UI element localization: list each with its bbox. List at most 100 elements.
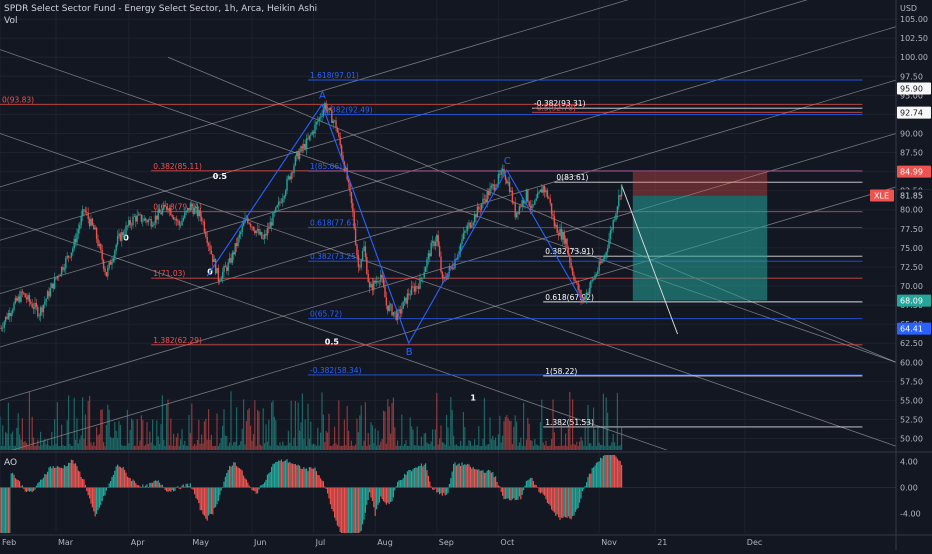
candle-body: [209, 245, 211, 251]
candle-body: [291, 172, 294, 174]
candle-body: [269, 222, 271, 229]
volume-bar: [476, 445, 478, 450]
ao-bar: [276, 461, 278, 488]
volume-bar: [303, 438, 305, 450]
candle-body: [437, 235, 439, 247]
ao-bar: [608, 455, 610, 488]
ao-bar: [58, 466, 60, 488]
volume-bar: [404, 444, 406, 450]
volume-bar: [422, 445, 424, 450]
candle-body: [191, 203, 193, 208]
ao-bar: [496, 481, 498, 488]
volume-bar: [125, 445, 127, 450]
ao-bar: [300, 468, 302, 488]
ao-bar: [230, 466, 232, 488]
ao-bar: [615, 456, 617, 488]
ao-bar: [570, 487, 572, 520]
volume-bar: [555, 445, 557, 450]
ao-bar: [488, 469, 490, 488]
ao-bar: [231, 465, 233, 488]
ao-bar: [33, 487, 35, 491]
candle-body: [46, 291, 49, 299]
volume-bar: [252, 434, 254, 450]
volume-bar: [223, 409, 225, 450]
volume-bar: [451, 409, 453, 450]
volume-bar: [441, 442, 443, 450]
ao-bar: [37, 483, 39, 488]
volume-bar: [542, 442, 544, 450]
ao-bar: [257, 487, 259, 494]
candle-body: [574, 280, 577, 282]
channel-label: 0: [123, 233, 129, 242]
volume-bar: [411, 426, 413, 450]
volume-bar: [7, 402, 9, 450]
volume-bar: [611, 442, 613, 450]
volume-bar: [607, 412, 609, 450]
candle-body: [0, 328, 3, 329]
volume-bar: [572, 399, 574, 450]
volume-bar: [500, 442, 502, 450]
ao-bar: [254, 487, 256, 492]
volume-bar: [122, 446, 124, 450]
ao-bar: [356, 487, 358, 533]
ao-bar: [492, 472, 494, 488]
channel-line: [0, 133, 896, 401]
candle-body: [121, 232, 123, 241]
ao-bar: [346, 487, 348, 533]
ao-bar: [464, 464, 466, 488]
ao-tick-label: 0.00: [900, 484, 918, 493]
volume-bar: [117, 437, 119, 450]
volume-bar: [458, 445, 460, 450]
ao-bar: [0, 487, 1, 533]
volume-bar: [406, 445, 408, 450]
fib-label: 0.382(73.25): [310, 252, 359, 261]
ao-bar: [521, 487, 523, 495]
ao-bar: [77, 470, 79, 488]
ao-bar: [304, 468, 306, 488]
volume-bar: [524, 445, 526, 450]
volume-bar: [383, 410, 385, 450]
volume-bar: [16, 427, 18, 450]
volume-bar: [549, 445, 551, 450]
candle-body: [508, 181, 511, 192]
candle-body: [329, 107, 332, 111]
candle-body: [156, 215, 158, 220]
candle-body: [272, 212, 274, 226]
candle-body: [165, 206, 168, 210]
volume-bar: [528, 423, 530, 450]
ao-bar: [604, 455, 606, 488]
volume-bar: [215, 445, 217, 450]
candle-body: [158, 209, 161, 213]
volume-bar: [89, 395, 91, 450]
volume-bar: [68, 395, 70, 450]
ao-bar: [549, 487, 551, 506]
ao-bar: [258, 487, 260, 490]
ao-bar: [240, 469, 242, 488]
candle-body: [375, 281, 378, 283]
volume-bar: [357, 432, 359, 450]
candle-body: [104, 268, 106, 272]
candle-body: [466, 225, 469, 231]
volume-bar: [371, 425, 373, 450]
candle-body: [63, 268, 66, 270]
ao-bar: [34, 487, 36, 490]
volume-bar: [434, 429, 436, 450]
candle-body: [585, 292, 588, 300]
candle-body: [80, 216, 82, 225]
ao-bar: [124, 469, 126, 488]
volume-bar: [104, 445, 106, 450]
volume-bar: [355, 444, 357, 450]
volume-bar: [14, 445, 16, 450]
candle-body: [587, 292, 589, 294]
volume-bar: [563, 445, 565, 450]
price-tick-label: 55.00: [900, 396, 923, 405]
volume-bar: [497, 434, 499, 450]
volume-bar: [62, 445, 64, 450]
price-badge-value: 84.99: [900, 168, 923, 177]
candle-body: [531, 204, 533, 209]
volume-bar: [444, 444, 446, 450]
candle-body: [549, 198, 551, 204]
candle-body: [542, 186, 544, 193]
